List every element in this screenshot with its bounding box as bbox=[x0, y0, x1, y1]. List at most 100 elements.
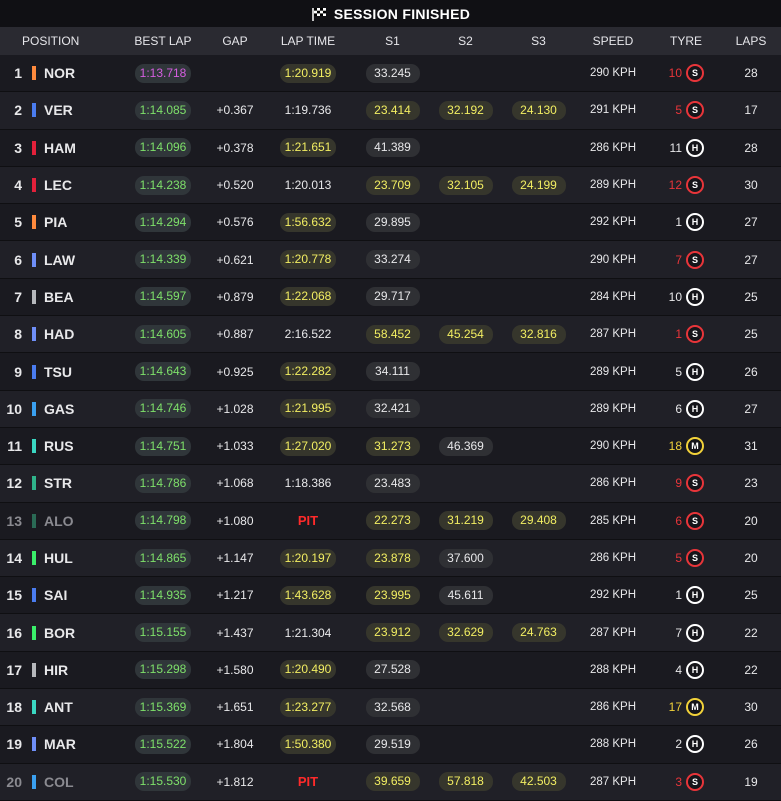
position-number: 13 bbox=[6, 512, 22, 529]
col-position[interactable]: POSITION bbox=[22, 34, 80, 48]
best-lap-time: 1:13.718 bbox=[134, 63, 192, 83]
hard-tyre-icon: H bbox=[686, 362, 704, 381]
table-row[interactable]: 5 PIA 1:14.294 +0.576 1:56.632 29.895 292 KPH 1… bbox=[0, 204, 781, 242]
top-speed: 291 KPH bbox=[589, 104, 637, 117]
position-number: 15 bbox=[6, 587, 22, 604]
gap-value: +0.925 bbox=[216, 364, 254, 379]
medium-tyre-icon: M bbox=[686, 437, 704, 456]
team-color-bar bbox=[32, 178, 36, 193]
col-laps[interactable]: LAPS bbox=[735, 34, 767, 48]
top-speed: 290 KPH bbox=[589, 67, 637, 80]
table-row[interactable]: 18 ANT 1:15.369 +1.651 1:23.277 32.568 286 KPH… bbox=[0, 689, 781, 727]
best-lap-time: 1:14.597 bbox=[134, 287, 192, 307]
gap-value: +0.887 bbox=[216, 327, 254, 342]
soft-tyre-icon: S bbox=[686, 549, 704, 567]
team-color-bar bbox=[32, 625, 36, 640]
table-row[interactable]: 12 STR 1:14.786 +1.068 1:18.386 23.483 286 KPH… bbox=[0, 465, 781, 503]
team-color-bar bbox=[32, 401, 36, 416]
table-row[interactable]: 9 TSU 1:14.643 +0.925 1:22.282 34.111 289 KPH 5… bbox=[0, 353, 781, 391]
table-row[interactable]: 4 LEC 1:14.238 +0.520 1:20.013 23.709 32.105 24… bbox=[0, 166, 781, 205]
best-lap-time: 1:14.085 bbox=[134, 100, 192, 120]
table-row[interactable]: 6 LAW 1:14.339 +0.621 1:20.778 33.274 290 KPH 7… bbox=[0, 241, 781, 279]
table-row[interactable]: 19 MAR 1:15.522 +1.804 1:50.380 29.519 288 KPH… bbox=[0, 726, 781, 764]
table-row[interactable]: 3 HAM 1:14.096 +0.378 1:21.651 41.389 286 KPH 1… bbox=[0, 129, 781, 167]
sector-1-time: 29.519 bbox=[365, 734, 420, 754]
best-lap-time: 1:15.155 bbox=[134, 623, 192, 643]
table-row[interactable]: 7 BEA 1:14.597 +0.879 1:22.068 29.717 284 KPH 1… bbox=[0, 278, 781, 317]
best-lap-time: 1:15.298 bbox=[134, 660, 192, 680]
tyre-age: 6 bbox=[675, 401, 682, 416]
col-lap-time[interactable]: LAP TIME bbox=[280, 34, 336, 48]
tyre-age: 4 bbox=[675, 662, 682, 677]
tyre-age: 5 bbox=[675, 364, 682, 379]
position-number: 2 bbox=[14, 102, 22, 119]
table-row[interactable]: 11 RUS 1:14.751 +1.033 1:27.020 31.273 46.369 2… bbox=[0, 427, 781, 466]
team-color-bar bbox=[32, 700, 36, 715]
table-row[interactable]: 20 COL 1:15.530 +1.812 PIT 39.659 57.818 42.503… bbox=[0, 763, 781, 801]
col-tyre[interactable]: TYRE bbox=[669, 34, 702, 48]
sector-2-time: 32.105 bbox=[438, 175, 493, 195]
gap-value: +1.580 bbox=[216, 662, 254, 677]
tyre-age: 11 bbox=[669, 140, 682, 155]
driver-code: GAS bbox=[44, 400, 75, 417]
last-lap-time: 1:20.919 bbox=[279, 63, 337, 83]
position-number: 10 bbox=[6, 400, 22, 417]
sector-1-time: 39.659 bbox=[365, 772, 420, 792]
hard-tyre-icon: H bbox=[686, 399, 704, 418]
gap-value: +1.812 bbox=[216, 774, 254, 789]
col-s3[interactable]: S3 bbox=[531, 34, 546, 48]
laps-count: 27 bbox=[744, 252, 758, 267]
col-best-lap[interactable]: BEST LAP bbox=[134, 34, 192, 48]
position-number: 8 bbox=[14, 326, 22, 343]
last-lap-time: 1:21.995 bbox=[279, 399, 337, 419]
last-lap-time: 1:50.380 bbox=[279, 734, 337, 754]
team-color-bar bbox=[32, 513, 36, 528]
table-row[interactable]: 17 HIR 1:15.298 +1.580 1:20.490 27.528 288 KPH… bbox=[0, 651, 781, 690]
table-row[interactable]: 13 ALO 1:14.798 +1.080 PIT 22.273 31.219 29.408… bbox=[0, 502, 781, 540]
best-lap-time: 1:14.096 bbox=[134, 138, 192, 158]
col-speed[interactable]: SPEED bbox=[592, 34, 634, 48]
position-number: 1 bbox=[14, 65, 22, 82]
table-row[interactable]: 1 NOR 1:13.718 1:20.919 33.245 290 KPH 10 S 28 bbox=[0, 55, 781, 93]
sector-3-time: 24.763 bbox=[511, 623, 566, 643]
laps-count: 20 bbox=[744, 513, 758, 528]
top-speed: 292 KPH bbox=[589, 589, 637, 602]
last-lap-time: 1:20.490 bbox=[279, 660, 337, 680]
table-row[interactable]: 16 BOR 1:15.155 +1.437 1:21.304 23.912 32.629 2… bbox=[0, 614, 781, 652]
laps-count: 27 bbox=[744, 215, 758, 230]
table-row[interactable]: 15 SAI 1:14.935 +1.217 1:43.628 23.995 45.611 2… bbox=[0, 577, 781, 615]
col-s2[interactable]: S2 bbox=[458, 34, 473, 48]
best-lap-time: 1:14.786 bbox=[134, 473, 192, 493]
medium-tyre-icon: M bbox=[686, 698, 704, 717]
sector-1-time: 27.528 bbox=[365, 660, 420, 680]
col-s1[interactable]: S1 bbox=[385, 34, 400, 48]
sector-1-time: 22.273 bbox=[365, 511, 420, 531]
col-gap[interactable]: GAP bbox=[222, 34, 248, 48]
table-row[interactable]: 14 HUL 1:14.865 +1.147 1:20.197 23.878 37.600 2… bbox=[0, 539, 781, 578]
gap-value: +1.437 bbox=[216, 625, 254, 640]
table-row[interactable]: 8 HAD 1:14.605 +0.887 2:16.522 58.452 45.254 32… bbox=[0, 316, 781, 354]
laps-count: 23 bbox=[744, 476, 758, 491]
sector-2-time: 45.611 bbox=[438, 585, 493, 605]
driver-code: ALO bbox=[44, 512, 74, 529]
best-lap-time: 1:15.369 bbox=[134, 697, 192, 717]
driver-code: VER bbox=[44, 102, 73, 119]
position-number: 17 bbox=[6, 661, 22, 678]
last-lap-time: 1:23.277 bbox=[279, 697, 337, 717]
gap-value: +1.147 bbox=[216, 551, 254, 565]
table-row[interactable]: 2 VER 1:14.085 +0.367 1:19.736 23.414 32.192 24… bbox=[0, 92, 781, 130]
sector-1-time: 23.414 bbox=[365, 100, 420, 120]
soft-tyre-icon: S bbox=[686, 176, 704, 195]
sector-1-time: 41.389 bbox=[365, 138, 420, 158]
gap-value: +1.651 bbox=[216, 700, 254, 715]
driver-code: STR bbox=[44, 475, 72, 492]
best-lap-time: 1:14.643 bbox=[134, 362, 192, 382]
best-lap-time: 1:14.798 bbox=[134, 511, 192, 531]
table-row[interactable]: 10 GAS 1:14.746 +1.028 1:21.995 32.421 289 KPH… bbox=[0, 390, 781, 428]
team-color-bar bbox=[32, 737, 36, 752]
hard-tyre-icon: H bbox=[686, 213, 704, 232]
team-color-bar bbox=[32, 662, 36, 677]
driver-code: BEA bbox=[44, 288, 74, 305]
position-number: 3 bbox=[14, 139, 22, 156]
best-lap-time: 1:14.865 bbox=[134, 548, 192, 568]
